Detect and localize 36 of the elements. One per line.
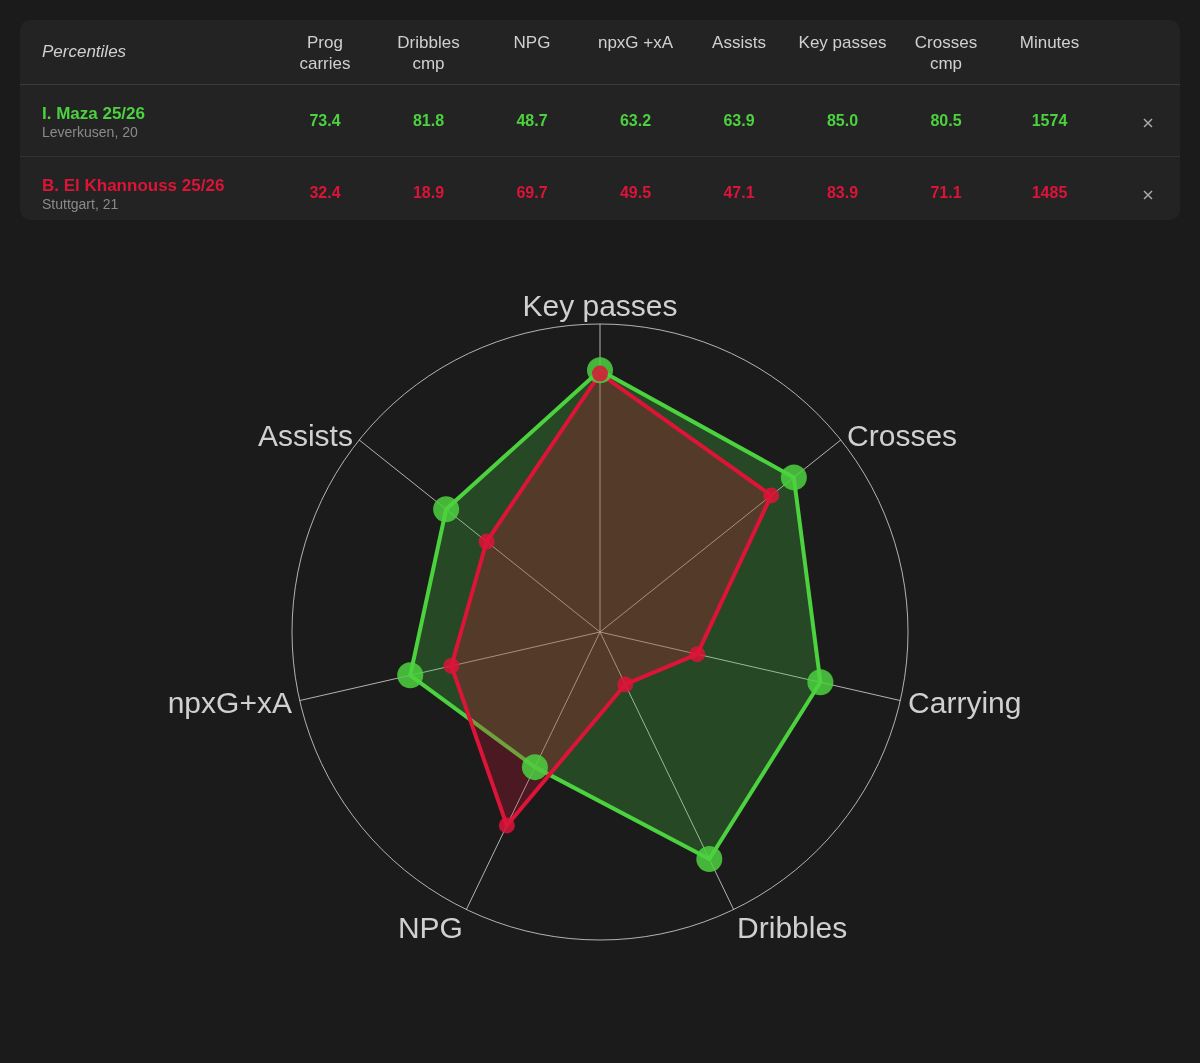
category-label: Assists bbox=[711, 32, 767, 53]
spoke-label: Assists bbox=[257, 418, 353, 452]
data-label: 32.4 bbox=[308, 184, 342, 202]
spoke-label: Key passes bbox=[522, 289, 678, 322]
spoke-label: Crosses bbox=[847, 418, 958, 452]
data-label: 18.9 bbox=[411, 184, 446, 202]
data-label: 48.7 bbox=[515, 112, 549, 130]
category-label: Dribbles cmp bbox=[396, 32, 461, 74]
data-label: 73.4 bbox=[308, 112, 342, 130]
data-label: 71.1 bbox=[929, 184, 963, 202]
spoke-label: NPG bbox=[397, 911, 463, 945]
category-label: npxG +xA bbox=[596, 32, 675, 53]
spoke-label: Dribbles bbox=[737, 911, 848, 945]
category-label: Minutes bbox=[1018, 32, 1081, 53]
category-label: Prog carries bbox=[298, 32, 352, 74]
text: Percentiles bbox=[42, 42, 127, 62]
spoke-label: Carrying bbox=[908, 685, 1022, 719]
text: B. El Khannouss 25/26 bbox=[42, 176, 225, 196]
data-label: 63.9 bbox=[722, 112, 756, 130]
data-label: 63.2 bbox=[618, 112, 653, 130]
data-label: 81.8 bbox=[411, 112, 446, 130]
data-label: 49.5 bbox=[618, 184, 653, 202]
category-label: NPG bbox=[512, 32, 552, 53]
text: Stuttgart, 21 bbox=[42, 196, 119, 212]
data-label: 69.7 bbox=[515, 184, 549, 202]
data-label: 1485 bbox=[1030, 184, 1069, 202]
data-label: 47.1 bbox=[722, 184, 756, 202]
category-label: Crosses cmp bbox=[913, 32, 979, 74]
data-label: 1574 bbox=[1030, 112, 1069, 130]
data-label: 80.5 bbox=[929, 112, 963, 130]
text: Leverkusen, 20 bbox=[42, 124, 138, 140]
data-label: 83.9 bbox=[825, 184, 860, 202]
spoke-label: npxG+xA bbox=[167, 685, 292, 719]
category-label: Key passes bbox=[797, 32, 888, 53]
data-label: 85.0 bbox=[825, 112, 860, 130]
series-label: I. Maza 25/26 bbox=[42, 104, 146, 124]
